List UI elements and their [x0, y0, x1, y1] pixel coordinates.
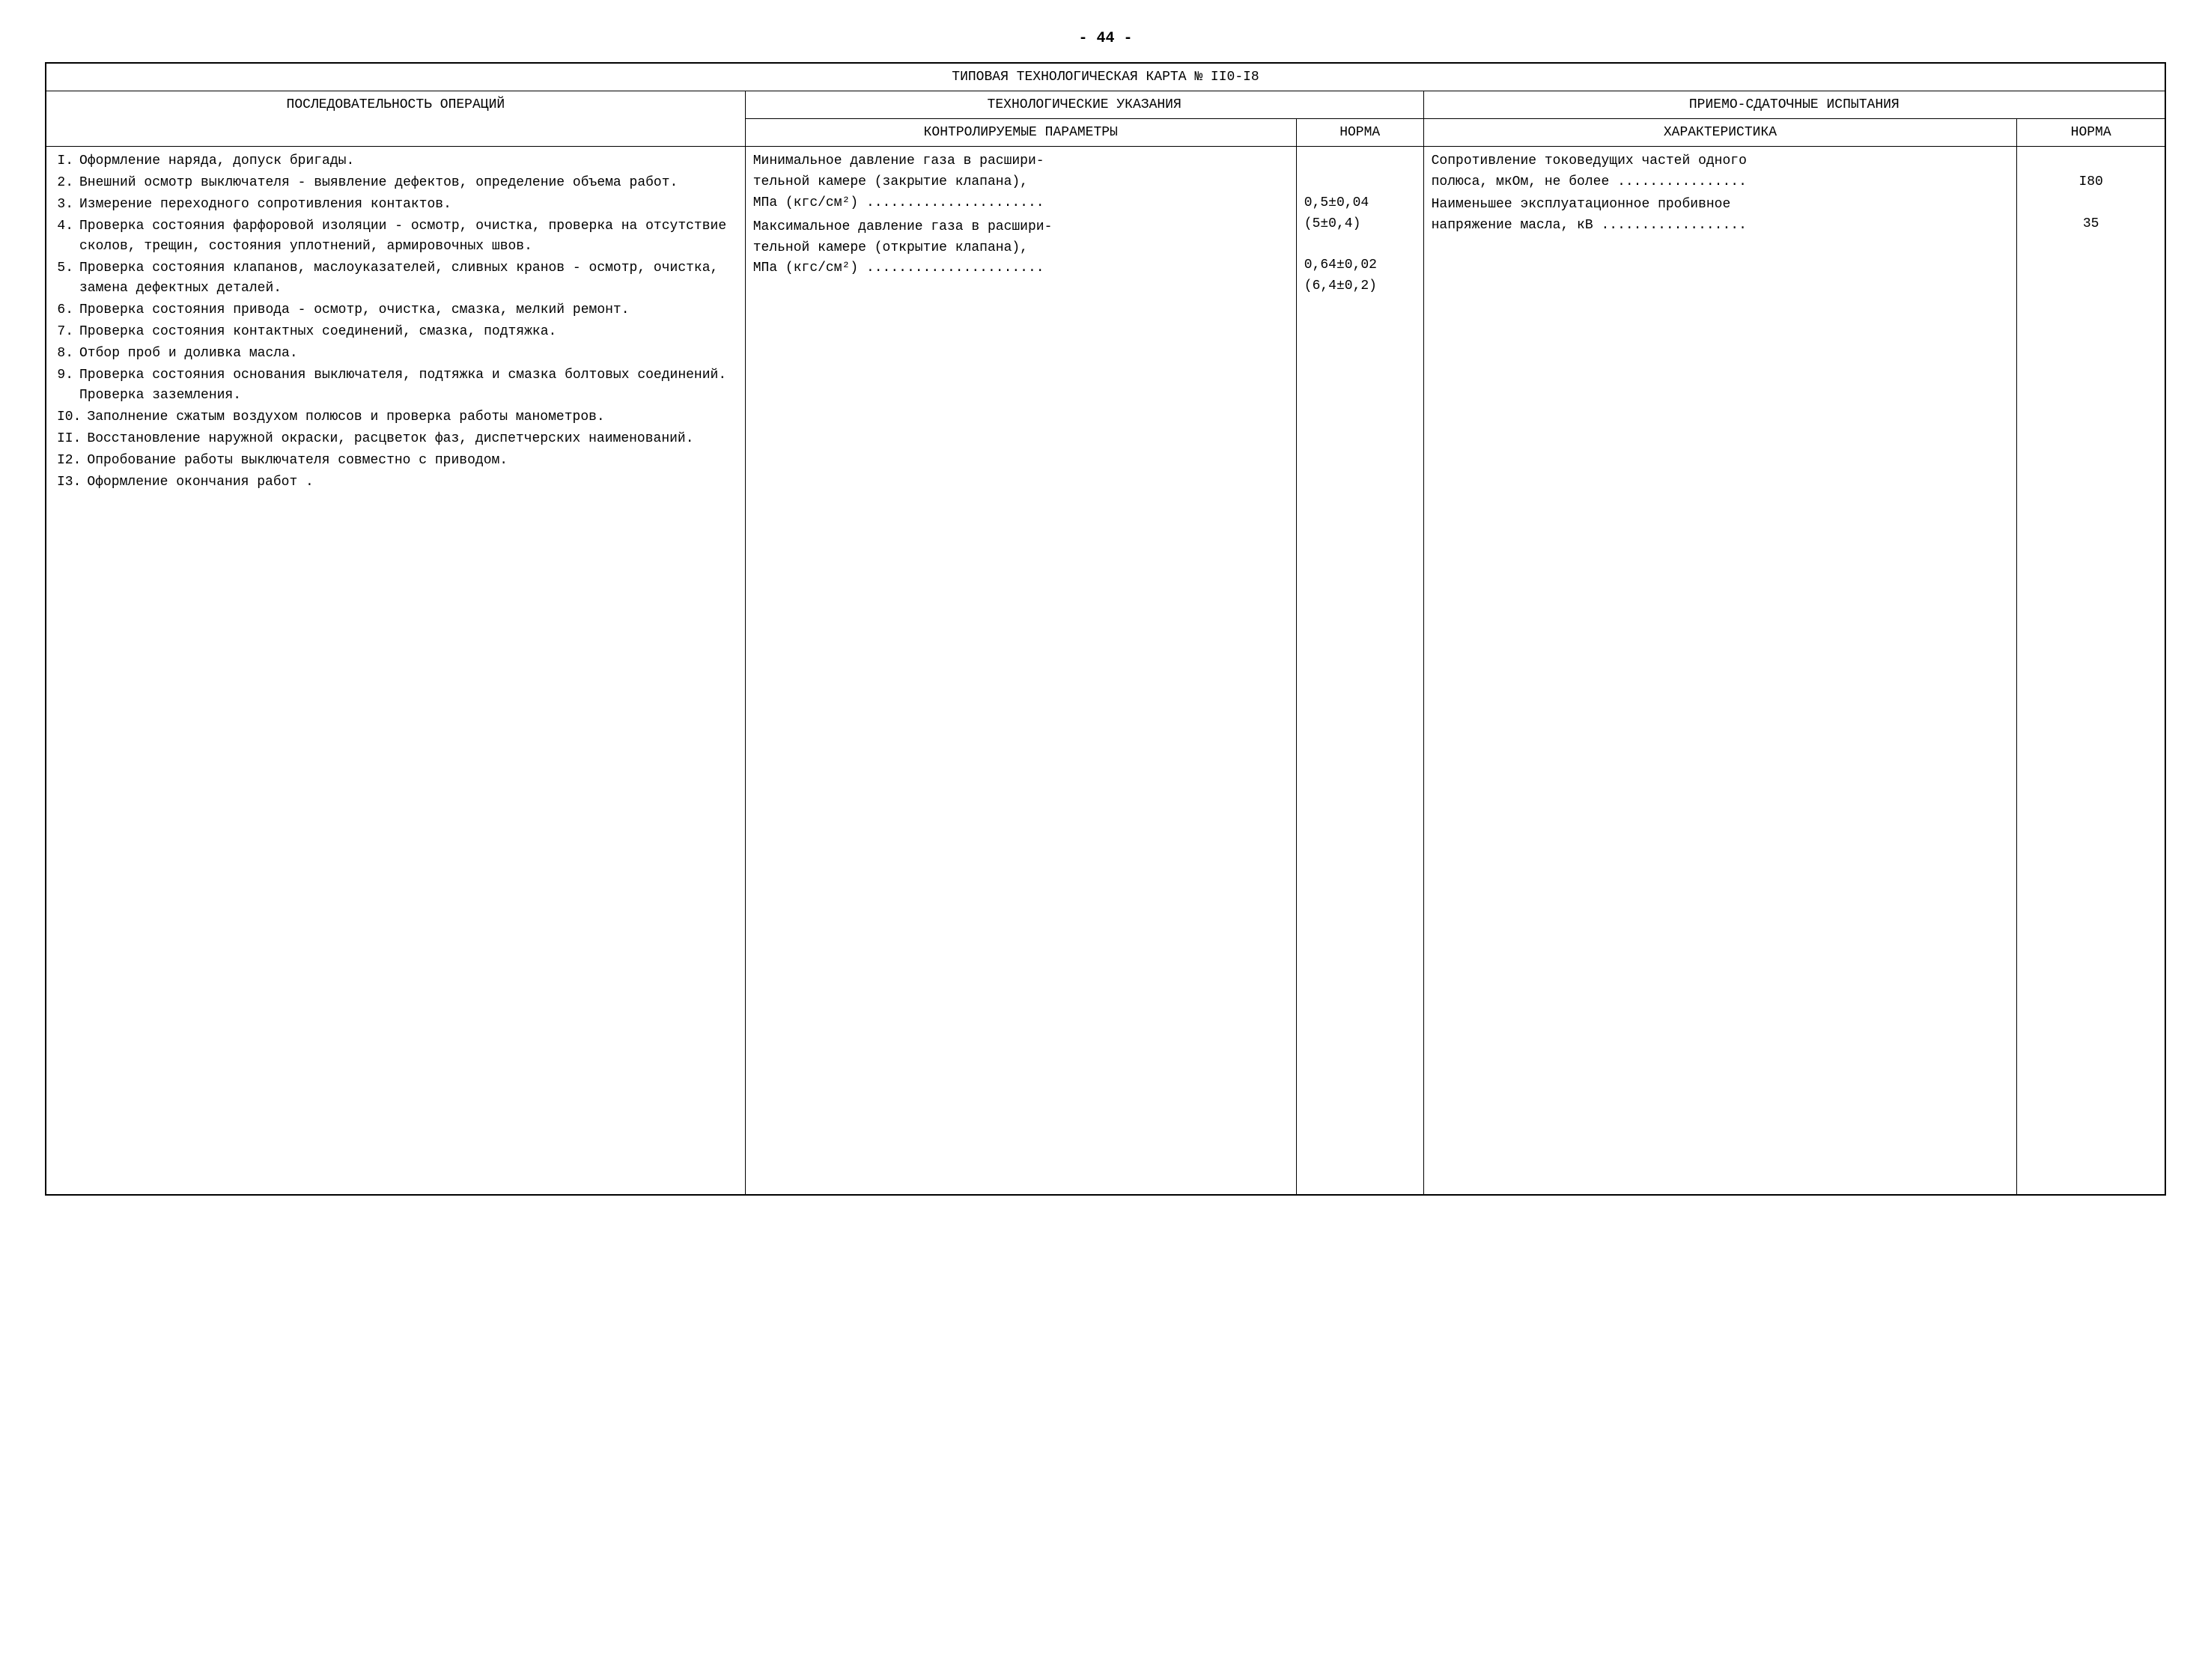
header-characteristic: ХАРАКТЕРИСТИКА [1423, 119, 2017, 147]
header-acceptance-tests: ПРИЕМО-СДАТОЧНЫЕ ИСПЫТАНИЯ [1423, 91, 2165, 119]
param-entry: Максимальное давление газа в расшири- те… [753, 217, 1289, 280]
params-cell: Минимальное давление газа в расшири- тел… [745, 147, 1296, 1195]
characteristic-cell: Сопротивление токоведущих частей одного … [1423, 147, 2017, 1195]
norma-value: (5±0,4) [1304, 214, 1416, 235]
header-controlled-params: КОНТРОЛИРУЕМЫЕ ПАРАМЕТРЫ [745, 119, 1296, 147]
op-text: Оформление окончания работ . [87, 472, 737, 493]
op-text: Проверка состояния контактных соединений… [79, 322, 737, 342]
operation-item: 9.Проверка состояния основания выключате… [57, 365, 737, 406]
operation-item: I.Оформление наряда, допуск бригады. [57, 151, 737, 171]
norma-line [2025, 193, 2157, 214]
op-text: Оформление наряда, допуск бригады. [79, 151, 737, 171]
op-num: 3. [57, 195, 79, 215]
header-row-1: ПОСЛЕДОВАТЕЛЬНОСТЬ ОПЕРАЦИЙ ТЕХНОЛОГИЧЕС… [46, 91, 2165, 119]
operation-item: 3.Измерение переходного сопротивления ко… [57, 195, 737, 215]
param-entry: Минимальное давление газа в расшири- тел… [753, 151, 1289, 214]
op-text: Измерение переходного сопротивления конт… [79, 195, 737, 215]
param-line: тельной камере (открытие клапана), [753, 238, 1289, 259]
content-row: I.Оформление наряда, допуск бригады. 2.В… [46, 147, 2165, 1195]
title-row: ТИПОВАЯ ТЕХНОЛОГИЧЕСКАЯ КАРТА № II0-I8 [46, 63, 2165, 91]
char-line: полюса, мкОм, не более ................ [1432, 172, 2010, 193]
param-line: Минимальное давление газа в расшири- [753, 151, 1289, 172]
operation-item: 4.Проверка состояния фарфоровой изоляции… [57, 216, 737, 257]
norma-line [1304, 235, 1416, 256]
op-text: Проверка состояния клапанов, маслоуказат… [79, 258, 737, 299]
operation-item: I3.Оформление окончания работ . [57, 472, 737, 493]
char-line: Сопротивление токоведущих частей одного [1432, 151, 2010, 172]
table-title: ТИПОВАЯ ТЕХНОЛОГИЧЕСКАЯ КАРТА № II0-I8 [46, 63, 2165, 91]
norma-value: 35 [2025, 214, 2157, 235]
op-num: 4. [57, 216, 79, 257]
norma-value: (6,4±0,2) [1304, 276, 1416, 297]
norma-line [1304, 151, 1416, 172]
operation-item: 6.Проверка состояния привода - осмотр, о… [57, 300, 737, 320]
operation-item: II.Восстановление наружной окраски, расц… [57, 429, 737, 449]
op-num: 7. [57, 322, 79, 342]
char-entry: Наименьшее эксплуатационное пробивное на… [1432, 195, 2010, 237]
header-operations: ПОСЛЕДОВАТЕЛЬНОСТЬ ОПЕРАЦИЙ [46, 91, 745, 147]
op-num: II. [57, 429, 87, 449]
norma-line [1304, 172, 1416, 193]
char-entry: Сопротивление токоведущих частей одного … [1432, 151, 2010, 193]
page-number: - 44 - [45, 30, 2166, 47]
op-num: 9. [57, 365, 79, 406]
char-line: Наименьшее эксплуатационное пробивное [1432, 195, 2010, 216]
char-line: напряжение масла, кВ .................. [1432, 216, 2010, 237]
op-text: Восстановление наружной окраски, расцвет… [87, 429, 737, 449]
header-norma-1: НОРМА [1296, 119, 1423, 147]
op-num: 8. [57, 344, 79, 364]
op-num: I3. [57, 472, 87, 493]
header-tech-instructions: ТЕХНОЛОГИЧЕСКИЕ УКАЗАНИЯ [745, 91, 1423, 119]
op-num: I0. [57, 407, 87, 427]
norma2-cell: I80 35 [2017, 147, 2165, 1195]
operations-list: I.Оформление наряда, допуск бригады. 2.В… [54, 151, 737, 493]
op-num: 6. [57, 300, 79, 320]
operations-cell: I.Оформление наряда, допуск бригады. 2.В… [46, 147, 745, 1195]
operation-item: 2.Внешний осмотр выключателя - выявление… [57, 173, 737, 193]
norma-value: 0,5±0,04 [1304, 193, 1416, 214]
op-text: Отбор проб и доливка масла. [79, 344, 737, 364]
op-text: Заполнение сжатым воздухом полюсов и про… [87, 407, 737, 427]
norma-value: I80 [2025, 172, 2157, 193]
main-table: ТИПОВАЯ ТЕХНОЛОГИЧЕСКАЯ КАРТА № II0-I8 П… [45, 62, 2166, 1196]
operation-item: 7.Проверка состояния контактных соединен… [57, 322, 737, 342]
op-text: Внешний осмотр выключателя - выявление д… [79, 173, 737, 193]
operation-item: I2.Опробование работы выключателя совмес… [57, 451, 737, 471]
param-line: Максимальное давление газа в расшири- [753, 217, 1289, 238]
norma1-cell: 0,5±0,04 (5±0,4) 0,64±0,02 (6,4±0,2) [1296, 147, 1423, 1195]
characteristics-block: Сопротивление токоведущих частей одного … [1432, 151, 2010, 237]
norma-line [2025, 151, 2157, 172]
header-norma-2: НОРМА [2017, 119, 2165, 147]
param-line: тельной камере (закрытие клапана), [753, 172, 1289, 193]
param-line: МПа (кгс/см²) ...................... [753, 193, 1289, 214]
operation-item: I0.Заполнение сжатым воздухом полюсов и … [57, 407, 737, 427]
param-line: МПа (кгс/см²) ...................... [753, 258, 1289, 279]
op-text: Опробование работы выключателя совместно… [87, 451, 737, 471]
params-block: Минимальное давление газа в расшири- тел… [753, 151, 1289, 279]
op-text: Проверка состояния привода - осмотр, очи… [79, 300, 737, 320]
operation-item: 5.Проверка состояния клапанов, маслоуказ… [57, 258, 737, 299]
op-num: I. [57, 151, 79, 171]
op-num: 5. [57, 258, 79, 299]
op-text: Проверка состояния фарфоровой изоляции -… [79, 216, 737, 257]
norma-value: 0,64±0,02 [1304, 255, 1416, 276]
op-text: Проверка состояния основания выключателя… [79, 365, 737, 406]
op-num: I2. [57, 451, 87, 471]
operation-item: 8.Отбор проб и доливка масла. [57, 344, 737, 364]
op-num: 2. [57, 173, 79, 193]
